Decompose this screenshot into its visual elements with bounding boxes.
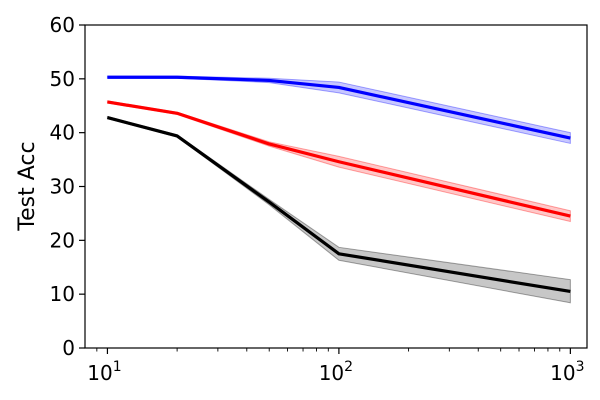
series-2-line <box>107 100 571 218</box>
plot-frame <box>84 24 588 349</box>
y-tick-label: 10 <box>50 282 75 306</box>
y-tick-label: 60 <box>50 13 75 37</box>
y-tick-label: 20 <box>50 228 75 252</box>
y-axis-label: Test Acc <box>15 141 40 231</box>
x-tick-exponent: 3 <box>576 359 585 375</box>
x-tick-exponent: 1 <box>113 359 122 375</box>
x-tick-label: 102 <box>319 359 353 385</box>
y-tick-label: 0 <box>62 336 75 360</box>
x-tick-label: 103 <box>550 359 584 385</box>
series-3-line <box>107 116 571 294</box>
series-lines <box>107 75 571 294</box>
series-1-line <box>107 75 571 140</box>
x-tick-exponent: 2 <box>344 359 353 375</box>
y-tick-label: 30 <box>50 175 75 199</box>
confidence-bands <box>106 75 571 304</box>
series-3-band <box>106 115 571 304</box>
x-tick-label: 101 <box>87 359 121 385</box>
y-tick-label: 50 <box>50 67 75 91</box>
y-tick-label: 40 <box>50 121 75 145</box>
